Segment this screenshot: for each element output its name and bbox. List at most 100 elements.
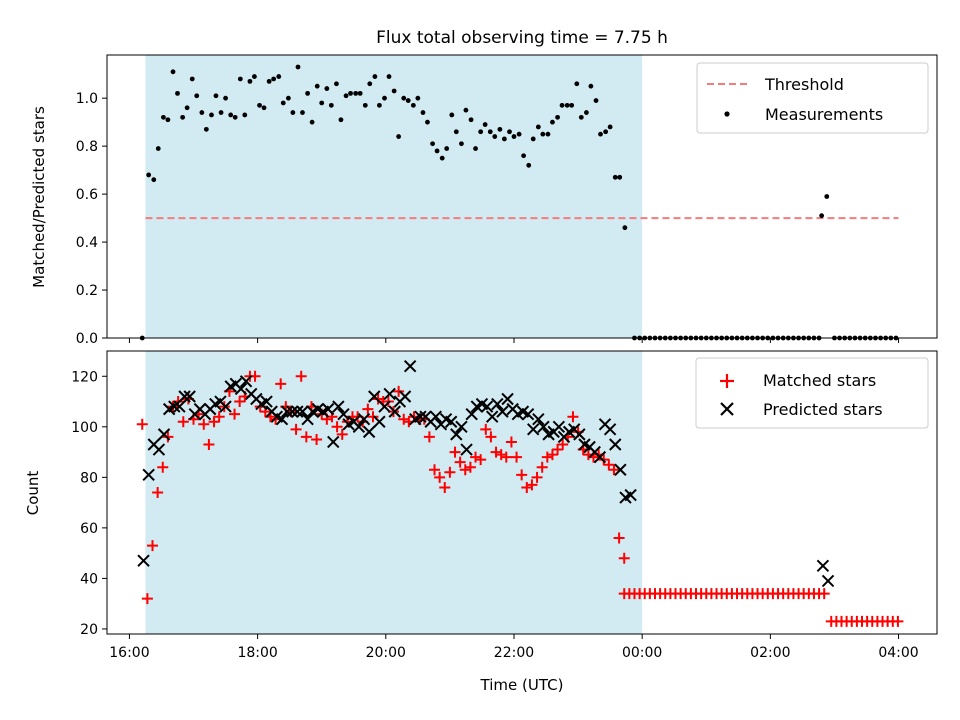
- predicted-star-point: [614, 463, 627, 476]
- measurement-point: [232, 114, 238, 120]
- matched-star-point: [531, 471, 543, 483]
- measurement-point: [348, 90, 353, 96]
- matched-star-point: [398, 413, 410, 425]
- matched-star-point: [454, 456, 466, 468]
- measurement-point: [530, 136, 536, 142]
- predicted-star-point: [821, 574, 835, 588]
- matched-star-point: [818, 588, 830, 600]
- top-y-axis-label: Matched/Predicted stars: [30, 106, 48, 288]
- matched-star-point: [203, 438, 215, 450]
- bottom-legend: Matched stars Predicted stars: [695, 357, 929, 429]
- bottom-x-ticks: 16:00 18:00 20:00 22:00 00:00 02:00 04:00: [109, 634, 919, 661]
- predicted-star-point: [260, 395, 273, 408]
- matched-star-point: [557, 438, 569, 450]
- measurement-point: [449, 112, 455, 118]
- predicted-star-point: [388, 405, 401, 418]
- predicted-star-point: [291, 405, 304, 418]
- top-legend: Threshold Measurements: [696, 62, 929, 134]
- matched-star-point: [526, 479, 538, 491]
- measurement-point: [497, 126, 503, 132]
- measurement-point: [305, 90, 311, 96]
- matched-star-point: [229, 408, 241, 420]
- measurement-point: [516, 131, 522, 137]
- legend-measurements-label: Measurements: [765, 105, 883, 124]
- predicted-star-point: [480, 400, 494, 413]
- measurement-point: [242, 112, 248, 118]
- measurement-point: [584, 110, 589, 115]
- legend-threshold-label: Threshold: [764, 75, 844, 94]
- measurement-point: [180, 114, 186, 120]
- matched-star-point: [485, 431, 497, 443]
- predicted-star-point: [327, 435, 340, 449]
- y-tick-label: 0.6: [76, 187, 98, 203]
- predicted-star-point: [152, 443, 166, 456]
- matched-star-point: [198, 418, 210, 430]
- predicted-star-point: [239, 375, 253, 388]
- measurement-point: [170, 69, 176, 75]
- measurement-point: [237, 76, 243, 82]
- observing-window-span: [145, 351, 643, 634]
- measurement-point: [478, 129, 484, 135]
- measurement-point: [324, 86, 330, 91]
- predicted-star-point: [603, 423, 617, 436]
- measurement-point: [391, 88, 397, 94]
- predicted-star-point: [485, 410, 499, 423]
- measurement-point: [151, 177, 157, 183]
- predicted-star-points: [137, 359, 835, 588]
- observing-window: [145, 351, 643, 634]
- y-tick-label: 0.4: [76, 235, 98, 251]
- predicted-star-point: [398, 390, 412, 403]
- matched-star-point: [311, 433, 323, 445]
- matched-star-point: [516, 469, 528, 481]
- matched-star-point: [500, 451, 512, 463]
- measurement-point: [430, 141, 435, 147]
- predicted-star-point: [496, 405, 509, 418]
- predicted-star-point: [378, 400, 391, 413]
- measurement-point: [382, 95, 387, 101]
- measurement-point: [309, 119, 315, 125]
- matched-star-point: [480, 423, 492, 435]
- measurement-point: [588, 83, 594, 89]
- measurement-point: [362, 102, 368, 108]
- matched-star-point: [490, 446, 502, 458]
- matched-star-point: [213, 411, 225, 423]
- matched-star-point: [423, 431, 435, 443]
- legend-predicted-label: Predicted stars: [763, 400, 883, 419]
- measurement-point: [545, 131, 551, 137]
- matched-star-point: [505, 436, 517, 448]
- matched-star-point: [449, 446, 461, 458]
- matched-star-point: [234, 396, 246, 408]
- chart-title: Flux total observing time = 7.75 h: [376, 28, 668, 48]
- predicted-star-point: [450, 428, 463, 441]
- predicted-star-point: [573, 428, 586, 441]
- measurement-point: [603, 129, 609, 135]
- measurement-point: [209, 112, 214, 118]
- measurement-point: [203, 126, 209, 132]
- predicted-star-point: [286, 405, 299, 418]
- x-tick-label: 16:00: [109, 645, 149, 661]
- measurement-point: [319, 100, 325, 106]
- predicted-star-point: [373, 415, 386, 428]
- predicted-star-point: [491, 397, 504, 411]
- measurement-point: [526, 162, 532, 168]
- measurement-point: [338, 117, 344, 123]
- measurement-point: [535, 124, 541, 130]
- predicted-star-point: [444, 415, 458, 428]
- ratio-panel: 0.0 0.2 0.4 0.6 0.8 1.0 Matched/Predicted sta…: [30, 54, 938, 347]
- matched-star-point: [290, 423, 302, 435]
- measurement-point: [376, 102, 382, 108]
- measurement-point: [280, 100, 286, 106]
- measurement-point: [453, 129, 459, 135]
- measurement-point: [357, 90, 363, 96]
- measurement-point: [607, 124, 613, 130]
- predicted-star-point: [173, 400, 186, 413]
- predicted-star-point: [142, 468, 155, 482]
- measurement-point: [295, 64, 301, 70]
- x-axis-label: Time (UTC): [480, 676, 564, 694]
- predicted-star-point: [280, 405, 294, 418]
- measurement-point: [386, 74, 392, 79]
- x-tick-label: 00:00: [622, 645, 662, 661]
- predicted-star-point: [624, 488, 637, 502]
- predicted-star-point: [275, 413, 289, 426]
